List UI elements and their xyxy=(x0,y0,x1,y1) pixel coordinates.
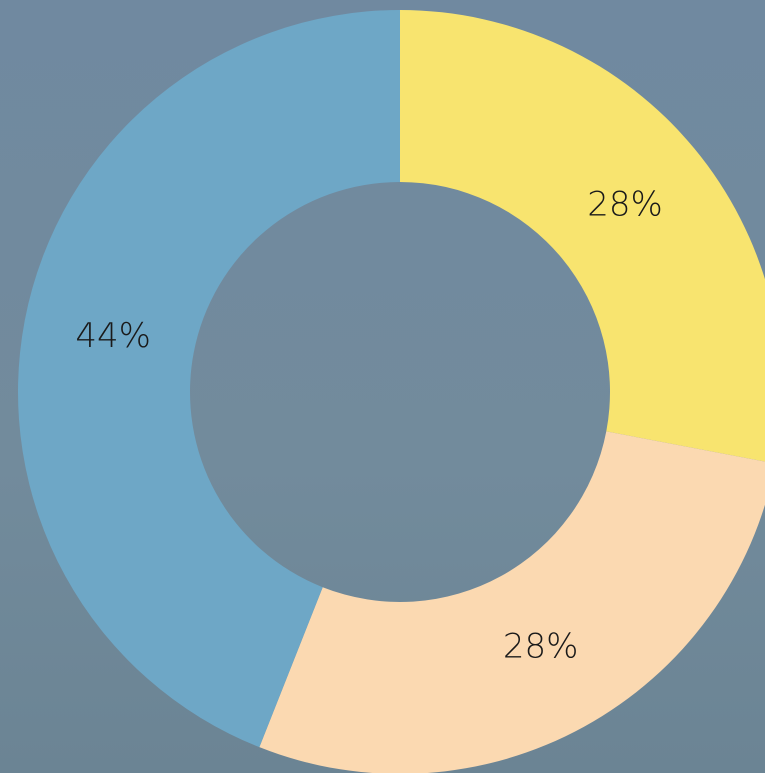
slice-label: 28% xyxy=(587,184,663,224)
donut-slice xyxy=(17,10,400,748)
donut-slice xyxy=(400,10,765,462)
donut-slice xyxy=(259,431,765,773)
slice-label: 28% xyxy=(503,626,579,666)
slice-label: 44% xyxy=(75,316,151,356)
